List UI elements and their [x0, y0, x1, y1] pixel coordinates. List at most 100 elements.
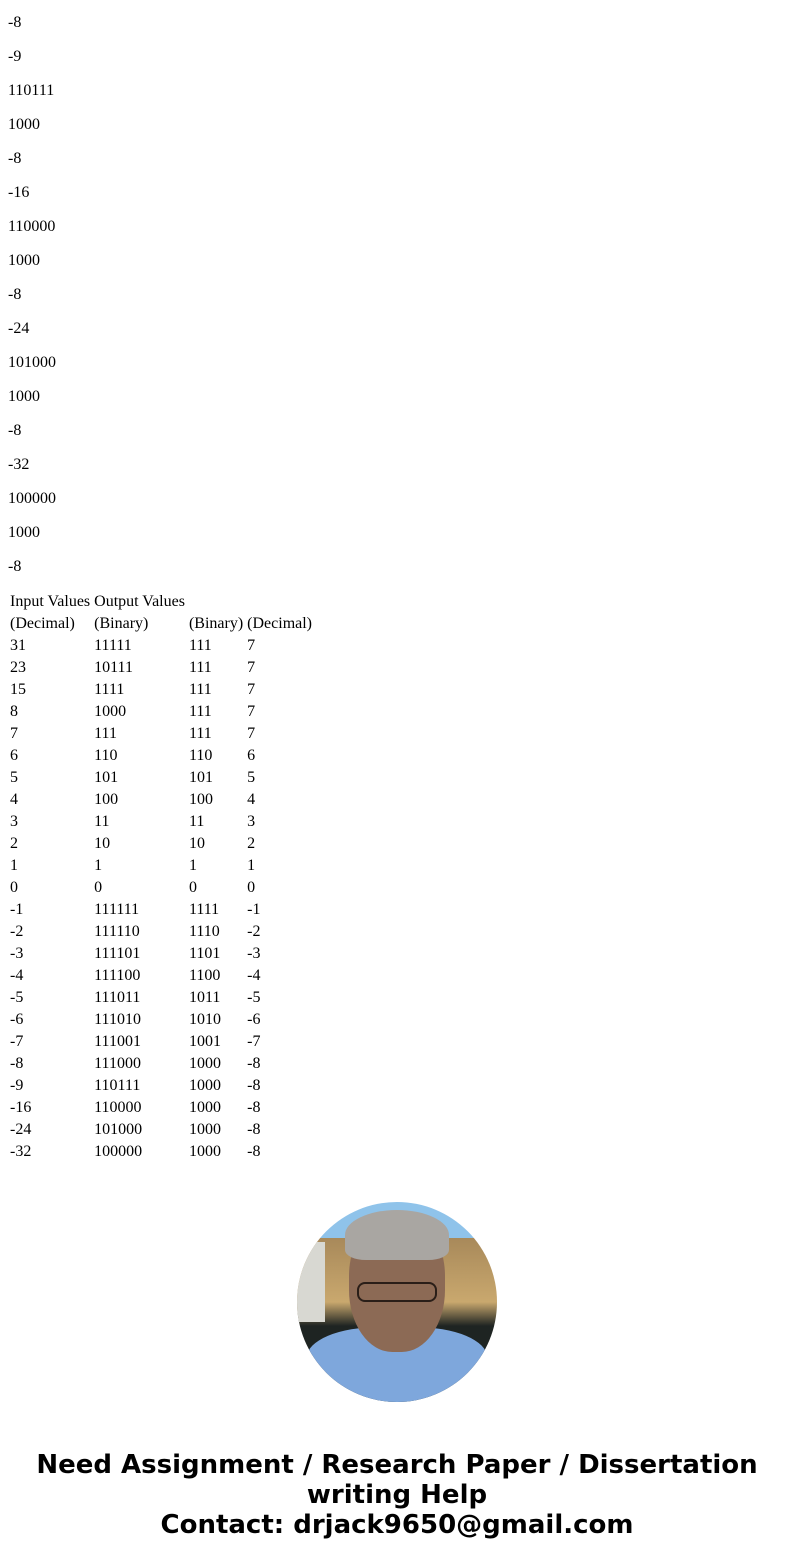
table-row: -32 100000 1000 -8 [10, 1142, 314, 1162]
table-cell: 10 [94, 835, 111, 852]
table-cell: 0 [10, 879, 18, 896]
table-cell: 7 [247, 681, 256, 698]
table-cell: 1110 [188, 923, 220, 940]
table-row: 23 10111 111 7 [10, 658, 314, 678]
table-cell: 11111 [94, 637, 132, 654]
table-cell: 11 [94, 813, 110, 830]
table-cell: 111 [188, 725, 212, 742]
table-cell: -3 [247, 945, 261, 962]
table-cell: 100000 [94, 1143, 143, 1160]
table-row: 0 0 0 0 [10, 878, 314, 898]
value-paragraph: -9 [8, 48, 22, 65]
table-cell: 111110 [94, 923, 140, 940]
table-cell: 4 [10, 791, 18, 808]
table-row: -1 111111 1111 -1 [10, 900, 314, 920]
values-table: Input Values Output Values (Decimal) (Binar… [8, 590, 316, 1164]
table-cell: -2 [10, 923, 24, 940]
value-paragraph: 100000 [8, 490, 56, 507]
table-cell: Input Values [10, 593, 91, 610]
table-cell: 3 [10, 813, 18, 830]
table-row: -16 110000 1000 -8 [10, 1098, 314, 1118]
table-cell: 110 [188, 747, 213, 764]
table-cell: (Binary) [188, 615, 244, 632]
table-cell: -8 [247, 1077, 261, 1094]
table-cell: 7 [247, 725, 256, 742]
table-cell: 1000 [188, 1055, 221, 1072]
table-cell: 5 [247, 769, 256, 786]
table-cell: -6 [10, 1011, 24, 1028]
table-cell: 111111 [94, 901, 140, 918]
table-cell: 111 [188, 659, 212, 676]
table-cell: 1000 [188, 1077, 221, 1094]
table-cell: 111 [188, 681, 212, 698]
table-cell: -3 [10, 945, 24, 962]
table-row: 8 1000 111 7 [10, 702, 314, 722]
table-cell: -5 [247, 989, 261, 1006]
table-cell: -8 [247, 1143, 261, 1160]
table-cell: -16 [10, 1099, 32, 1116]
value-paragraph: -32 [8, 456, 30, 473]
table-cell: 1101 [188, 945, 221, 962]
table-row: 4 100 100 4 [10, 790, 314, 810]
table-cell: 101 [188, 769, 213, 786]
contact-banner: Need Assignment / Research Paper / Disse… [0, 1450, 794, 1568]
author-photo-container [0, 1202, 794, 1402]
value-paragraph: 1000 [8, 524, 40, 541]
value-paragraph: -8 [8, 558, 22, 575]
table-cell: -7 [10, 1033, 24, 1050]
table-cell: -7 [247, 1033, 261, 1050]
table-header-row: (Decimal) (Binary) (Binary) (Decimal) [10, 614, 314, 634]
banner-line-2: writing Help [306, 1480, 488, 1510]
table-cell: -24 [10, 1121, 32, 1138]
table-cell: -32 [10, 1143, 32, 1160]
table-cell: 111101 [94, 945, 141, 962]
table-cell: 111100 [94, 967, 141, 984]
table-cell: 6 [247, 747, 256, 764]
table-cell: 110111 [94, 1077, 141, 1094]
table-row: 15 1111 111 7 [10, 680, 314, 700]
table-cell: 111 [94, 725, 117, 742]
table-cell: 1000 [188, 1099, 221, 1116]
table-cell: 111 [188, 703, 212, 720]
value-paragraph: -24 [8, 320, 30, 337]
table-cell: 1111 [94, 681, 125, 698]
table-row: -2 111110 1110 -2 [10, 922, 314, 942]
table-row: 31 11111 111 7 [10, 636, 314, 656]
table-cell: -8 [247, 1099, 261, 1116]
table-cell: 101000 [94, 1121, 143, 1138]
table-cell: 100 [94, 791, 119, 808]
table-cell: 1100 [188, 967, 221, 984]
table-row: -5 111011 1011 -5 [10, 988, 314, 1008]
table-cell: 1010 [188, 1011, 221, 1028]
value-paragraph: 1000 [8, 116, 40, 133]
table-row: 1 1 1 1 [10, 856, 314, 876]
table-cell: 4 [247, 791, 256, 808]
table-cell [247, 592, 314, 612]
table-row: 3 11 11 3 [10, 812, 314, 832]
table-row: 2 10 10 2 [10, 834, 314, 854]
author-photo [297, 1202, 497, 1402]
table-cell: (Decimal) [247, 615, 313, 632]
value-paragraph: 1000 [8, 252, 40, 269]
table-cell: 6 [10, 747, 18, 764]
value-paragraph: -16 [8, 184, 30, 201]
table-cell: 7 [247, 637, 256, 654]
value-paragraph: 101000 [8, 354, 56, 371]
banner-contact: Contact: drjack9650@gmail.com [160, 1510, 634, 1540]
table-cell: 10111 [94, 659, 133, 676]
table-cell: (Decimal) [10, 615, 75, 632]
table-cell: 101 [94, 769, 119, 786]
table-row: -8 111000 1000 -8 [10, 1054, 314, 1074]
table-row: 5 101 101 5 [10, 768, 314, 788]
value-paragraphs: -8 -9 110111 1000 -8 -16 110000 1000 -8 -24 101000… [8, 14, 786, 576]
table-cell: -2 [247, 923, 261, 940]
table-cell: 0 [247, 879, 256, 896]
table-cell: 1 [188, 857, 197, 874]
table-cell: 0 [94, 879, 103, 896]
table-cell: 1000 [188, 1143, 221, 1160]
value-paragraph: -8 [8, 14, 22, 31]
table-cell: -6 [247, 1011, 261, 1028]
table-cell: 1 [247, 857, 256, 874]
table-cell: 23 [10, 659, 26, 676]
table-cell: 1011 [188, 989, 221, 1006]
